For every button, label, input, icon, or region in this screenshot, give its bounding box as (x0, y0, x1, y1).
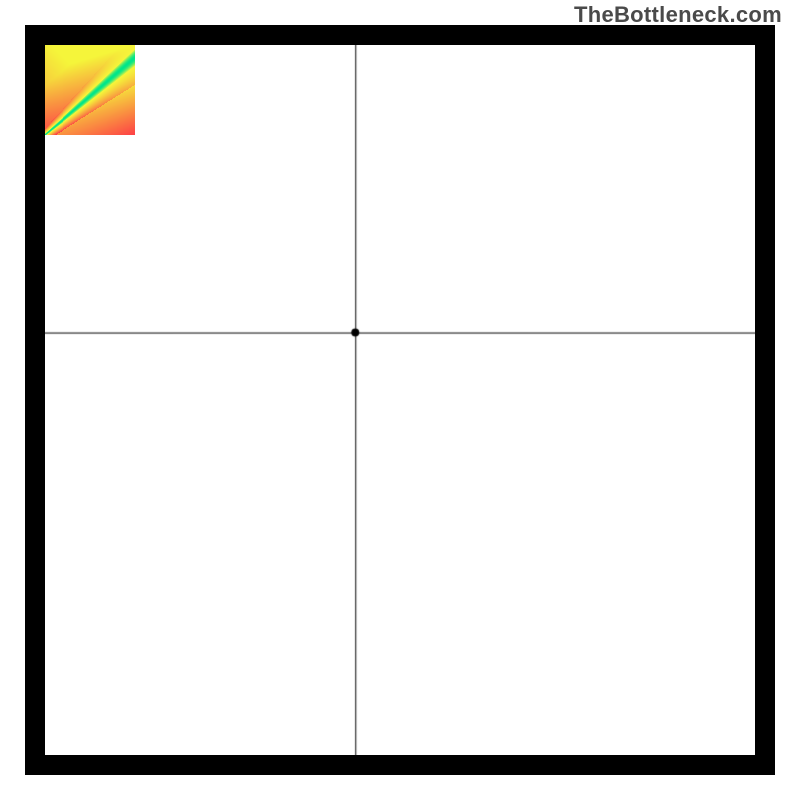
chart-frame (25, 25, 775, 775)
crosshair-overlay (45, 45, 755, 755)
watermark-label: TheBottleneck.com (574, 2, 782, 28)
